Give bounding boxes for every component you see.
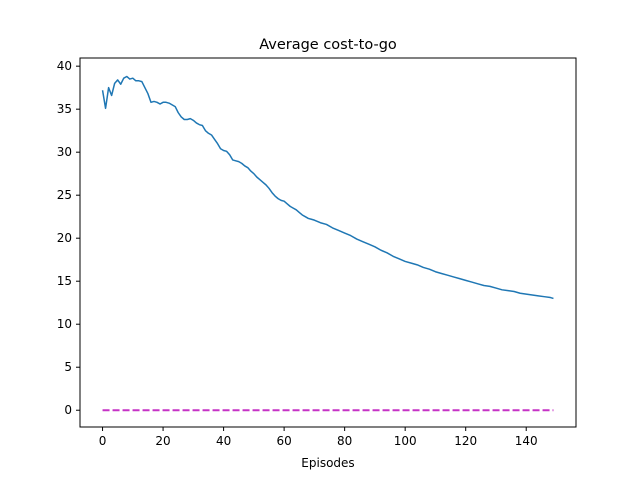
y-tick-label: 30	[57, 145, 72, 159]
y-tick-label: 25	[57, 188, 72, 202]
x-tick-label: 80	[337, 434, 352, 448]
x-tick-label: 40	[216, 434, 231, 448]
x-tick-label: 20	[155, 434, 170, 448]
ticks-layer: 0 20 40 60 80 100 120 140 0 5 10 15 20 25 30 35 40	[57, 59, 538, 448]
y-tick-label: 15	[57, 274, 72, 288]
y-tick-label: 40	[57, 59, 72, 73]
x-axis-label: Episodes	[301, 456, 354, 470]
x-tick-label: 60	[276, 434, 291, 448]
x-tick-label: 0	[99, 434, 107, 448]
x-tick-label: 140	[515, 434, 538, 448]
y-tick-label: 0	[64, 403, 72, 417]
y-tick-label: 5	[64, 360, 72, 374]
x-tick-label: 100	[394, 434, 417, 448]
chart-title: Average cost-to-go	[259, 37, 397, 53]
y-tick-label: 20	[57, 231, 72, 245]
x-tick-label: 120	[454, 434, 477, 448]
series-layer	[101, 75, 554, 412]
y-tick-label: 35	[57, 102, 72, 116]
y-tick-label: 10	[57, 317, 72, 331]
series-1-line	[101, 75, 554, 300]
plot-frame	[79, 57, 577, 428]
